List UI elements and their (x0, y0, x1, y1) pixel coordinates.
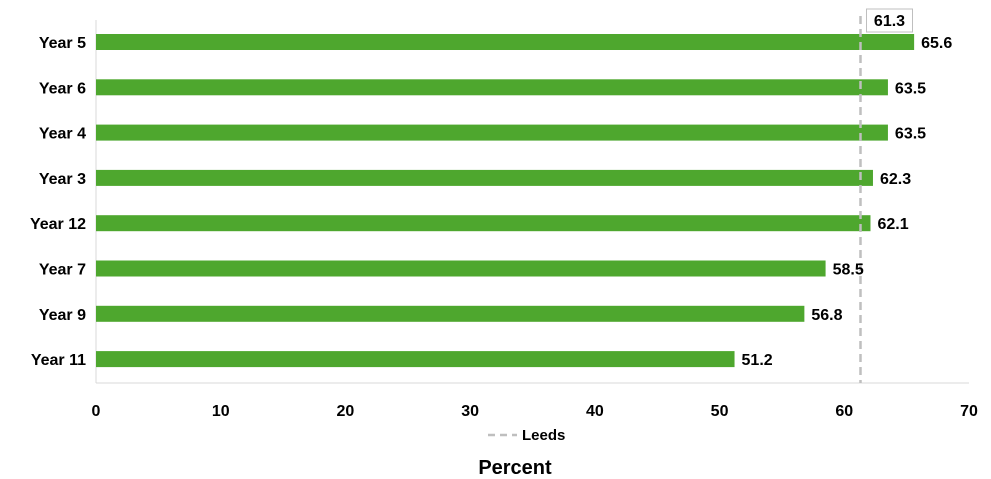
reference-label-box (865, 8, 913, 33)
x-axis-title: Percent (478, 457, 552, 479)
data-label: 62.3 (880, 171, 911, 188)
category-label: Year 5 (39, 35, 86, 52)
bar (96, 79, 888, 96)
labels: Year 5 65.6 Year 6 63.5 Year 4 63.5 Year 3 62.3… (30, 35, 952, 369)
data-label: 51.2 (742, 352, 773, 369)
data-label: 63.5 (895, 80, 926, 97)
bar (96, 34, 915, 50)
reference-label: 61.3 (874, 13, 905, 30)
bar (96, 215, 871, 232)
bar (96, 305, 805, 322)
data-label: 58.5 (833, 262, 864, 279)
bars (96, 34, 915, 368)
x-tick-label: 60 (835, 403, 853, 420)
category-label: Year 6 (39, 80, 86, 97)
category-label: Year 11 (31, 352, 86, 369)
legend: Leeds (488, 427, 565, 444)
category-label: Year 7 (39, 262, 86, 279)
data-label: 63.5 (895, 126, 926, 143)
category-label: Year 3 (39, 171, 86, 188)
x-tick-label: 30 (461, 403, 479, 420)
bar (96, 260, 826, 277)
x-tick-label: 10 (212, 403, 230, 420)
data-label: 56.8 (811, 307, 842, 324)
x-tick-label: 50 (711, 403, 729, 420)
reference-line-group: 61.3 (859, 8, 913, 383)
x-tick-label: 40 (586, 403, 604, 420)
category-label: Year 9 (39, 307, 86, 324)
category-label: Year 12 (30, 216, 86, 233)
data-label: 65.6 (921, 35, 952, 52)
axes: 0 10 20 30 40 50 60 70 (92, 20, 978, 420)
data-label: 62.1 (877, 216, 908, 233)
bar (96, 169, 873, 186)
bar (96, 351, 735, 368)
x-tick-label: 0 (92, 403, 101, 420)
x-tick-label: 20 (337, 403, 355, 420)
legend-label-leeds: Leeds (522, 427, 565, 444)
x-tick-label: 70 (960, 403, 978, 420)
category-label: Year 4 (39, 126, 86, 143)
bar (96, 124, 888, 141)
